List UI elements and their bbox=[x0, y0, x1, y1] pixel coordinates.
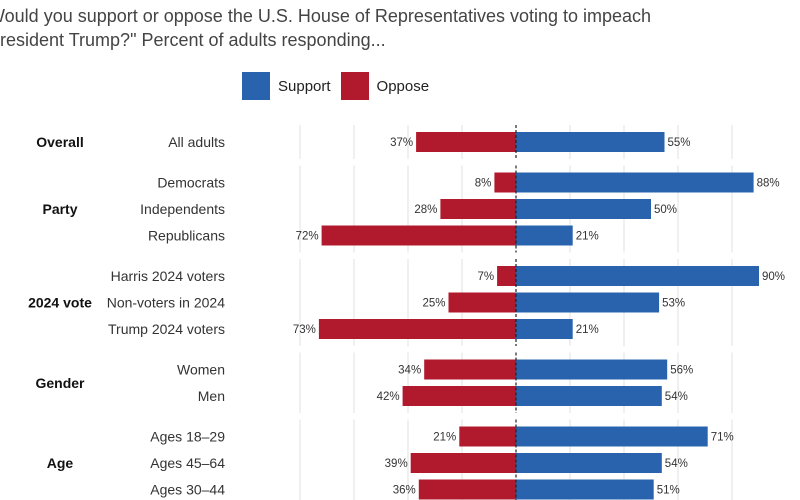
row-label-ages-18-29: Ages 18–29 bbox=[150, 429, 225, 445]
data-label-oppose-women: 34% bbox=[398, 365, 421, 377]
data-label-support-ages-30-44: 51% bbox=[657, 485, 680, 497]
data-label-oppose-men: 42% bbox=[377, 391, 400, 403]
chart-legend: Support Oppose bbox=[242, 72, 439, 100]
group-label-overall: Overall bbox=[36, 134, 83, 150]
bar-oppose-women bbox=[424, 359, 516, 380]
data-label-support-democrats: 88% bbox=[757, 178, 780, 190]
bar-oppose-ages-30-44 bbox=[418, 479, 516, 500]
data-label-support-republicans: 21% bbox=[576, 231, 599, 243]
bar-support-democrats bbox=[516, 172, 754, 193]
bar-support-trump-2024-voters bbox=[516, 319, 573, 339]
group-label-2024-vote: 2024 vote bbox=[28, 295, 92, 311]
data-label-oppose-republicans: 72% bbox=[296, 231, 319, 243]
row-label-harris-2024-voters: Harris 2024 voters bbox=[111, 268, 225, 284]
legend-label-oppose: Oppose bbox=[376, 77, 430, 95]
row-label-ages-45-64: Ages 45–64 bbox=[150, 455, 225, 471]
data-label-oppose-independents: 28% bbox=[414, 204, 437, 216]
bar-support-ages-30-44 bbox=[516, 479, 654, 500]
bar-oppose-men bbox=[402, 386, 516, 406]
data-label-support-independents: 50% bbox=[654, 204, 677, 216]
group-label-gender: Gender bbox=[35, 375, 85, 391]
bar-oppose-ages-45-64 bbox=[410, 453, 516, 473]
row-label-trump-2024-voters: Trump 2024 voters bbox=[108, 321, 225, 337]
data-label-support-all-adults: 55% bbox=[668, 137, 691, 149]
group-label-party: Party bbox=[42, 201, 77, 217]
data-label-support-ages-45-64: 54% bbox=[665, 458, 688, 470]
bar-support-non-voters-in-2024 bbox=[516, 292, 660, 313]
bar-oppose-ages-18-29 bbox=[459, 426, 516, 447]
bar-oppose-all-adults bbox=[416, 132, 516, 152]
chart-title-line-1: Would you support or oppose the U.S. Hou… bbox=[0, 6, 652, 26]
row-label-women: Women bbox=[177, 362, 225, 378]
data-label-support-trump-2024-voters: 21% bbox=[576, 324, 599, 336]
data-label-oppose-all-adults: 37% bbox=[390, 137, 413, 149]
data-label-support-non-voters-in-2024: 53% bbox=[662, 298, 685, 310]
data-label-oppose-non-voters-in-2024: 25% bbox=[422, 298, 445, 310]
bar-support-independents bbox=[516, 199, 651, 219]
data-label-oppose-democrats: 8% bbox=[475, 178, 492, 190]
legend-swatch-oppose bbox=[340, 72, 369, 100]
bar-support-all-adults bbox=[516, 132, 665, 152]
group-label-age: Age bbox=[47, 455, 74, 471]
legend-item-support: Support bbox=[242, 72, 331, 100]
data-label-oppose-ages-30-44: 36% bbox=[393, 485, 416, 497]
row-label-ages-30-44: Ages 30–44 bbox=[150, 482, 225, 498]
row-label-all-adults: All adults bbox=[168, 134, 225, 150]
data-label-oppose-ages-18-29: 21% bbox=[433, 432, 456, 444]
row-label-men: Men bbox=[198, 388, 225, 404]
data-label-oppose-harris-2024-voters: 7% bbox=[477, 271, 494, 283]
bar-support-ages-45-64 bbox=[516, 453, 662, 473]
bar-support-men bbox=[516, 386, 662, 406]
row-label-independents: Independents bbox=[140, 201, 225, 217]
data-label-support-ages-18-29: 71% bbox=[711, 432, 734, 444]
data-label-oppose-ages-45-64: 39% bbox=[385, 458, 408, 470]
bar-support-harris-2024-voters bbox=[516, 266, 759, 286]
legend-label-support: Support bbox=[278, 77, 331, 95]
bar-support-women bbox=[516, 359, 668, 380]
data-label-support-men: 54% bbox=[665, 391, 688, 403]
chart-title-line-2: President Trump?" Percent of adults resp… bbox=[0, 30, 386, 50]
data-label-support-women: 56% bbox=[670, 365, 693, 377]
row-label-democrats: Democrats bbox=[157, 175, 225, 191]
bar-oppose-non-voters-in-2024 bbox=[448, 292, 516, 313]
legend-item-oppose: Oppose bbox=[340, 72, 430, 100]
row-label-republicans: Republicans bbox=[148, 228, 225, 244]
bar-oppose-trump-2024-voters bbox=[318, 319, 516, 339]
bar-oppose-harris-2024-voters bbox=[497, 266, 516, 286]
bar-oppose-democrats bbox=[494, 172, 516, 193]
chart-title: Would you support or oppose the U.S. Hou… bbox=[0, 4, 788, 52]
legend-swatch-support bbox=[242, 72, 270, 100]
data-label-oppose-trump-2024-voters: 73% bbox=[293, 324, 316, 336]
data-label-support-harris-2024-voters: 90% bbox=[762, 271, 785, 283]
row-label-non-voters-in-2024: Non-voters in 2024 bbox=[107, 295, 226, 311]
bar-oppose-independents bbox=[440, 199, 516, 219]
bar-support-republicans bbox=[516, 225, 573, 246]
bar-oppose-republicans bbox=[321, 225, 516, 246]
bar-support-ages-18-29 bbox=[516, 426, 708, 447]
